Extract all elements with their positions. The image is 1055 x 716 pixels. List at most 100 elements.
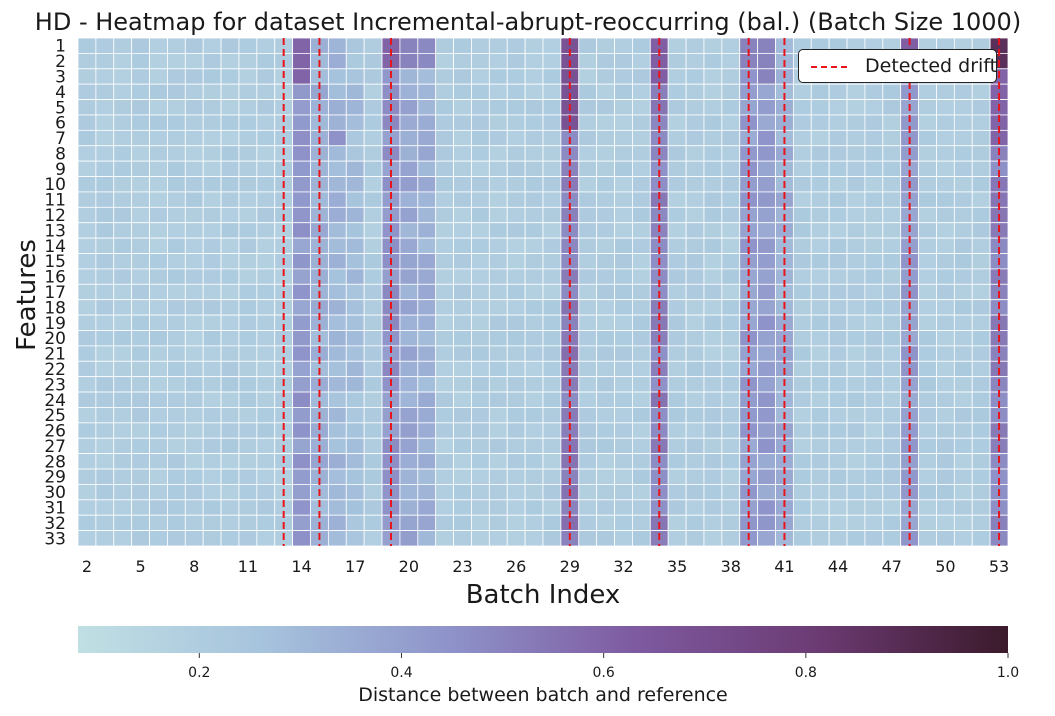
heatmap-cell bbox=[524, 222, 544, 239]
heatmap-cell bbox=[488, 360, 508, 378]
heatmap-cell bbox=[506, 330, 526, 347]
heatmap-cell bbox=[292, 422, 311, 439]
heatmap-cell bbox=[453, 268, 472, 285]
legend-drift-label: Detected drift bbox=[865, 55, 998, 77]
heatmap-cell bbox=[417, 222, 437, 239]
heatmap-cell bbox=[703, 345, 723, 362]
heatmap-cell bbox=[542, 237, 562, 254]
heatmap-cell bbox=[792, 314, 812, 331]
heatmap-cell bbox=[453, 176, 472, 193]
heatmap-cell bbox=[757, 314, 776, 331]
y-tick-label: 11 bbox=[44, 191, 66, 211]
heatmap-cell bbox=[596, 514, 615, 532]
heatmap-cell bbox=[918, 176, 937, 193]
heatmap-cell bbox=[131, 530, 150, 547]
heatmap-cell bbox=[506, 37, 526, 54]
heatmap-cell bbox=[792, 206, 812, 224]
heatmap-cell bbox=[77, 299, 97, 316]
heatmap-cell bbox=[578, 114, 598, 131]
heatmap-cell bbox=[757, 206, 776, 224]
heatmap-cell bbox=[77, 37, 97, 54]
drift-lines bbox=[282, 38, 1001, 546]
heatmap-cell bbox=[488, 530, 508, 547]
heatmap-cell bbox=[703, 299, 723, 316]
heatmap-cell bbox=[578, 237, 598, 254]
heatmap-cell bbox=[792, 268, 812, 285]
heatmap-cell bbox=[703, 114, 723, 131]
heatmap-cell bbox=[792, 360, 812, 378]
heatmap-cell bbox=[220, 422, 240, 439]
heatmap-cell bbox=[506, 283, 526, 301]
heatmap-cell bbox=[792, 484, 812, 501]
heatmap-cell bbox=[578, 499, 598, 516]
heatmap-cell bbox=[506, 468, 526, 485]
heatmap-cell bbox=[542, 160, 562, 177]
heatmap-cell bbox=[846, 299, 866, 316]
heatmap-cell bbox=[488, 345, 508, 362]
heatmap-cell bbox=[95, 83, 115, 100]
heatmap-cell bbox=[167, 360, 186, 378]
heatmap-cell bbox=[953, 160, 973, 177]
heatmap-cell bbox=[614, 314, 633, 331]
heatmap-cell bbox=[77, 468, 97, 485]
heatmap-cell bbox=[542, 437, 562, 455]
heatmap-cell bbox=[685, 99, 705, 116]
heatmap-cell bbox=[327, 530, 347, 547]
heatmap-cell bbox=[488, 391, 508, 408]
x-tick-label: 23 bbox=[452, 557, 472, 576]
heatmap-cell bbox=[77, 330, 97, 347]
heatmap-cell bbox=[417, 268, 437, 285]
heatmap-cell bbox=[882, 268, 902, 285]
heatmap-cell bbox=[131, 468, 150, 485]
y-tick-label: 15 bbox=[44, 252, 66, 272]
heatmap-cell bbox=[703, 514, 723, 532]
heatmap-cell bbox=[953, 145, 973, 162]
heatmap-cell bbox=[632, 437, 651, 455]
heatmap-cell bbox=[792, 422, 812, 439]
heatmap-cell bbox=[918, 253, 937, 270]
heatmap-cell bbox=[542, 391, 562, 408]
heatmap-cell bbox=[417, 437, 437, 455]
heatmap-cell bbox=[220, 160, 240, 177]
heatmap-cell bbox=[167, 530, 186, 547]
heatmap-cell bbox=[721, 283, 741, 301]
heatmap-cell bbox=[95, 160, 115, 177]
heatmap-cell bbox=[524, 52, 544, 70]
heatmap-cell bbox=[345, 530, 365, 547]
heatmap-cell bbox=[918, 530, 937, 547]
heatmap-cell bbox=[345, 83, 365, 100]
heatmap-cell bbox=[453, 99, 472, 116]
heatmap-cell bbox=[256, 99, 276, 116]
heatmap-cell bbox=[578, 68, 598, 85]
heatmap-cell bbox=[506, 299, 526, 316]
heatmap-cell bbox=[471, 299, 490, 316]
heatmap-cell bbox=[936, 299, 955, 316]
heatmap-cell bbox=[238, 453, 258, 470]
heatmap-cell bbox=[167, 268, 186, 285]
heatmap-cell bbox=[488, 191, 508, 208]
heatmap-cell bbox=[703, 253, 723, 270]
heatmap-cell bbox=[614, 114, 633, 131]
heatmap-cell bbox=[632, 99, 651, 116]
heatmap-cell bbox=[292, 283, 311, 301]
heatmap-cell bbox=[435, 422, 454, 439]
x-axis-label: Batch Index bbox=[466, 580, 621, 610]
heatmap-cell bbox=[703, 191, 723, 208]
heatmap-cell bbox=[399, 422, 419, 439]
heatmap-cell bbox=[220, 314, 240, 331]
heatmap-cell bbox=[256, 68, 276, 85]
heatmap-cell bbox=[256, 514, 276, 532]
heatmap-cell bbox=[149, 283, 168, 301]
heatmap-cell bbox=[596, 206, 615, 224]
x-tick-label: 47 bbox=[882, 557, 902, 576]
heatmap-cell bbox=[721, 314, 741, 331]
heatmap-cell bbox=[828, 376, 848, 393]
heatmap-cell bbox=[721, 37, 741, 54]
heatmap-cell bbox=[184, 299, 204, 316]
heatmap-cell bbox=[113, 83, 133, 100]
x-tick-label: 35 bbox=[667, 557, 687, 576]
heatmap-cell bbox=[238, 299, 258, 316]
heatmap-cell bbox=[667, 191, 687, 208]
heatmap-cell bbox=[828, 222, 848, 239]
